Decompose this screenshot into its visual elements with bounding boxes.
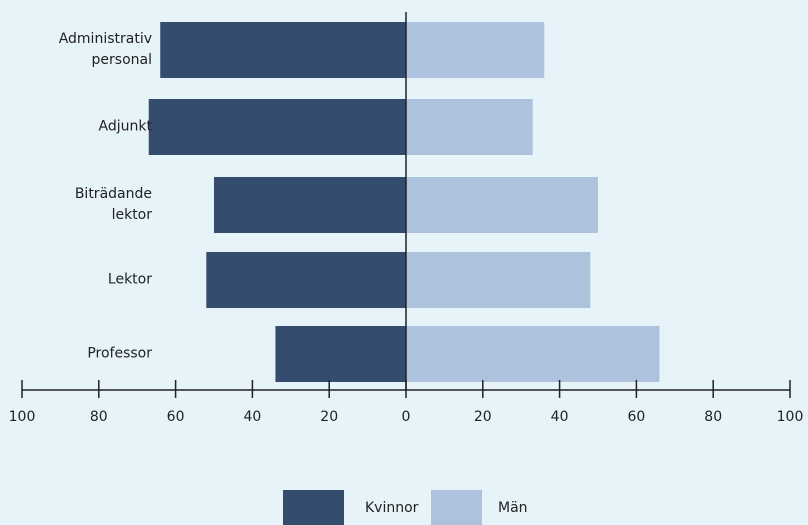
bar	[406, 22, 545, 78]
x-tick-label: 100	[777, 409, 804, 425]
bar	[275, 326, 406, 382]
category-label: Biträdande lektor	[74, 186, 152, 223]
x-tick-label: 80	[90, 409, 108, 425]
bar	[148, 99, 406, 155]
x-tick-label: 0	[402, 409, 411, 425]
legend-swatch	[283, 490, 344, 525]
category-label: Adjunkt	[98, 118, 152, 135]
bar	[206, 252, 406, 308]
legend-label: Kvinnor	[365, 500, 419, 516]
bar	[160, 22, 406, 78]
bar	[214, 177, 406, 233]
x-tick-label: 20	[320, 409, 338, 425]
x-tick-label: 80	[704, 409, 722, 425]
x-tick-label: 40	[243, 409, 261, 425]
x-tick-label: 60	[627, 409, 645, 425]
x-tick-label: 100	[9, 409, 36, 425]
category-label: Administrativ personal	[58, 31, 152, 68]
x-tick-label: 40	[551, 409, 569, 425]
legend-swatch	[431, 490, 482, 525]
legend-label: Män	[498, 500, 528, 516]
bar	[406, 99, 533, 155]
bar	[406, 326, 660, 382]
category-label: Lektor	[107, 271, 152, 288]
bar	[406, 252, 591, 308]
bar	[406, 177, 598, 233]
category-label: Professor	[87, 345, 152, 362]
x-tick-label: 20	[474, 409, 492, 425]
x-tick-label: 60	[167, 409, 185, 425]
